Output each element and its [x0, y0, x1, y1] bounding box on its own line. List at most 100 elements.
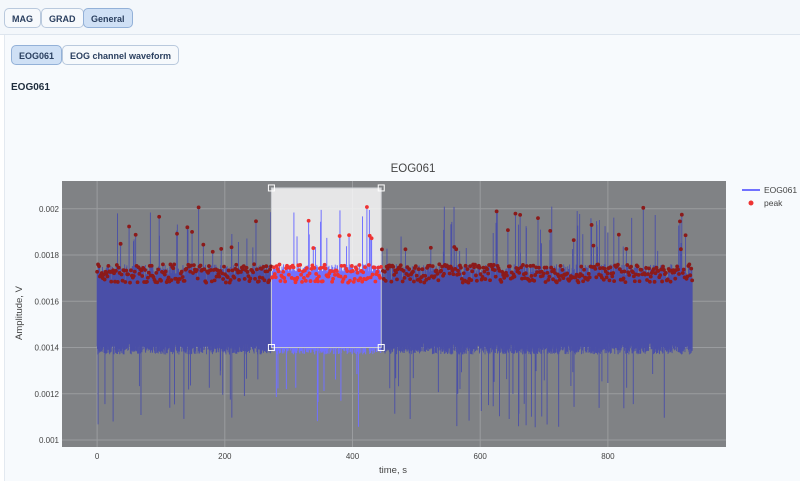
- peak-point: [124, 268, 129, 273]
- peak-point: [378, 275, 382, 280]
- peak-point: [678, 247, 683, 252]
- peak-point: [348, 278, 352, 283]
- peak-point: [105, 274, 110, 279]
- peak-point: [412, 279, 416, 284]
- peak-point: [349, 264, 354, 268]
- tab-mag[interactable]: MAG: [4, 8, 41, 28]
- peak-point: [358, 276, 363, 281]
- peak-point: [537, 265, 541, 270]
- peak-point: [428, 245, 433, 250]
- peak-point: [226, 268, 231, 273]
- peak-point: [109, 279, 114, 284]
- peak-point: [241, 264, 246, 269]
- peak-point: [198, 263, 203, 268]
- peak-point: [604, 275, 609, 280]
- peak-point: [331, 276, 335, 281]
- peak-point: [114, 268, 118, 273]
- peak-point: [312, 266, 317, 270]
- legend-item-signal[interactable]: EOG061: [764, 185, 797, 195]
- peak-point: [201, 242, 206, 247]
- selection-handle[interactable]: [267, 344, 275, 352]
- peak-point: [435, 272, 440, 276]
- y-tick-label: 0.001: [39, 436, 60, 445]
- peak-point: [267, 278, 272, 283]
- peak-point: [521, 263, 525, 267]
- peak-point: [154, 270, 159, 275]
- subtab-eog-waveform[interactable]: EOG channel waveform: [62, 45, 180, 65]
- peak-point: [225, 275, 230, 280]
- peak-point: [683, 233, 688, 238]
- peak-point: [143, 268, 147, 272]
- peak-point: [545, 271, 550, 275]
- peak-point: [480, 274, 485, 279]
- peak-point: [432, 274, 437, 279]
- peak-point: [571, 238, 576, 243]
- selection-handle[interactable]: [377, 344, 385, 352]
- peak-point: [430, 264, 435, 269]
- peak-point: [482, 269, 487, 274]
- peak-point: [355, 270, 360, 275]
- peak-point: [237, 277, 241, 282]
- peak-point: [402, 275, 407, 280]
- peak-point: [581, 279, 586, 284]
- peak-point: [373, 279, 378, 284]
- peak-point: [554, 280, 559, 285]
- subtab-eog061[interactable]: EOG061: [11, 45, 63, 65]
- peak-point: [631, 270, 635, 275]
- peak-point: [552, 267, 556, 272]
- peak-point: [113, 279, 117, 284]
- peak-point: [645, 278, 649, 282]
- selection-handle[interactable]: [267, 184, 275, 192]
- peak-point: [553, 271, 557, 275]
- peak-point: [140, 274, 145, 278]
- peak-point: [361, 270, 366, 275]
- peak-point: [334, 269, 339, 273]
- peak-point: [145, 275, 150, 280]
- peak-point: [675, 264, 680, 269]
- peak-point: [101, 272, 106, 277]
- peak-point: [354, 267, 359, 272]
- peak-point: [131, 274, 136, 278]
- peak-point: [459, 265, 463, 270]
- peak-point: [401, 269, 406, 273]
- peak-point: [605, 271, 610, 276]
- peak-point: [589, 223, 594, 227]
- peak-point: [194, 268, 199, 272]
- peak-point: [641, 205, 646, 210]
- peak-point: [179, 269, 184, 274]
- peak-point: [316, 279, 320, 284]
- y-axis-ticks: 0.001 0.0012 0.0014 0.0016 0.0018 0.002: [35, 205, 60, 445]
- peak-point: [155, 280, 160, 285]
- peak-point: [506, 228, 510, 233]
- peak-point: [277, 262, 282, 267]
- peak-point: [314, 272, 319, 276]
- peak-point: [363, 265, 367, 270]
- peak-point: [457, 272, 461, 277]
- peak-point: [116, 265, 121, 270]
- peak-point: [469, 278, 474, 283]
- legend-item-peak[interactable]: peak: [764, 198, 783, 208]
- peak-point: [643, 272, 648, 277]
- peak-point: [162, 272, 167, 277]
- x-tick-label: 800: [601, 452, 615, 461]
- selection-handle[interactable]: [377, 184, 385, 192]
- peak-point: [440, 264, 445, 269]
- peak-point: [132, 269, 137, 274]
- tab-general[interactable]: General: [83, 8, 133, 28]
- peak-point: [463, 263, 468, 268]
- peak-point: [513, 211, 518, 216]
- peak-point: [651, 267, 656, 272]
- peak-point: [207, 264, 211, 268]
- peak-point: [451, 272, 456, 277]
- peak-point: [307, 271, 312, 276]
- peak-point: [466, 280, 471, 285]
- peak-point: [574, 272, 579, 277]
- peak-point: [579, 264, 584, 269]
- peak-point: [208, 268, 213, 272]
- peak-point: [676, 267, 680, 272]
- peak-point: [656, 269, 661, 273]
- peak-point: [255, 267, 259, 272]
- peak-point: [311, 246, 316, 250]
